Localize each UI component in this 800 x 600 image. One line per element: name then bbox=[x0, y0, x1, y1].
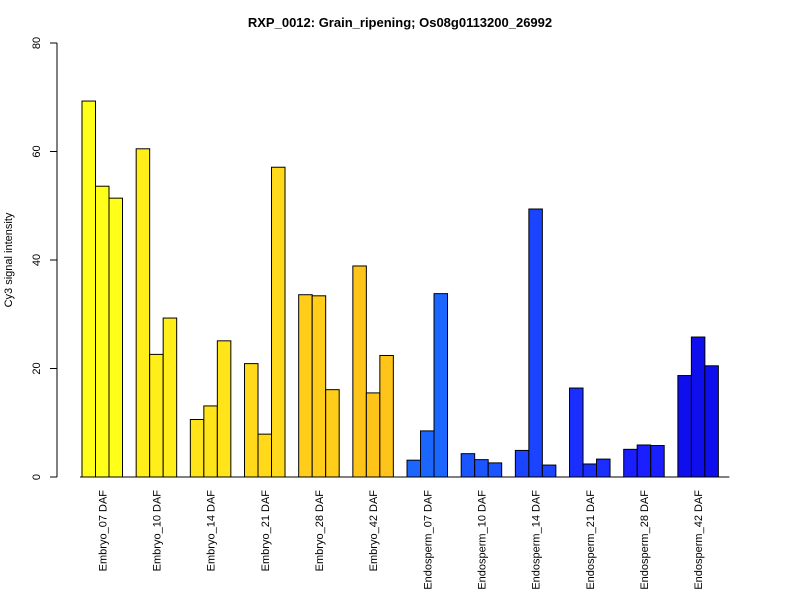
bar bbox=[528, 208, 543, 478]
bar bbox=[216, 340, 232, 478]
y-tick-label: 20 bbox=[31, 362, 43, 374]
bar bbox=[514, 449, 530, 478]
bar bbox=[311, 295, 327, 478]
bar bbox=[582, 463, 598, 478]
bar bbox=[541, 464, 557, 478]
bar bbox=[474, 459, 489, 478]
y-axis-label: Cy3 signal intensity bbox=[3, 212, 15, 307]
x-category-label: Embryo_07 DAF bbox=[97, 490, 109, 572]
x-category-label: Embryo_21 DAF bbox=[260, 490, 272, 572]
bar bbox=[487, 462, 503, 478]
bar bbox=[244, 363, 259, 478]
x-axis: Embryo_07 DAF Embryo_10 DAF Embryo_14 DAF E… bbox=[80, 476, 730, 590]
bar bbox=[203, 405, 218, 478]
bar bbox=[135, 148, 151, 478]
bar bbox=[189, 419, 205, 478]
bar bbox=[108, 197, 123, 478]
bar bbox=[81, 100, 96, 478]
x-category-label: Embryo_42 DAF bbox=[368, 490, 380, 572]
x-category-label: Endosperm_14 DAF bbox=[531, 490, 543, 590]
bar bbox=[298, 294, 313, 478]
x-category-label: Endosperm_21 DAF bbox=[585, 490, 597, 590]
bar bbox=[257, 433, 273, 478]
y-tick-label: 40 bbox=[31, 254, 43, 266]
bar bbox=[596, 458, 611, 478]
bar bbox=[460, 453, 476, 478]
bar bbox=[365, 392, 381, 478]
bar bbox=[149, 353, 164, 478]
bar bbox=[95, 185, 110, 478]
bar bbox=[650, 445, 665, 478]
bars-group bbox=[81, 100, 719, 478]
bar bbox=[406, 459, 422, 478]
bar bbox=[704, 365, 719, 478]
y-tick-label: 80 bbox=[31, 37, 43, 49]
y-axis: 0 20 40 60 80 bbox=[31, 37, 58, 480]
bar bbox=[162, 317, 178, 478]
x-category-label: Endosperm_07 DAF bbox=[422, 490, 434, 590]
x-category-label: Embryo_10 DAF bbox=[151, 490, 163, 572]
x-category-label: Embryo_28 DAF bbox=[314, 490, 326, 572]
x-category-label: Embryo_14 DAF bbox=[206, 490, 218, 572]
bar bbox=[325, 389, 340, 478]
bar bbox=[352, 265, 367, 478]
chart-title: RXP_0012: Grain_ripening; Os08g0113200_2… bbox=[248, 15, 552, 30]
y-tick-label: 60 bbox=[31, 145, 43, 157]
bar bbox=[636, 444, 652, 478]
bar bbox=[271, 166, 286, 478]
bar bbox=[379, 354, 394, 478]
bar bbox=[420, 430, 435, 478]
x-category-label: Endosperm_28 DAF bbox=[639, 490, 651, 590]
bar bbox=[677, 375, 692, 478]
bar bbox=[623, 448, 638, 478]
x-category-label: Endosperm_42 DAF bbox=[693, 490, 705, 590]
bar bbox=[690, 336, 706, 478]
bar bbox=[569, 387, 584, 478]
y-tick-label: 0 bbox=[31, 474, 43, 480]
bar bbox=[433, 293, 449, 478]
x-category-label: Endosperm_10 DAF bbox=[476, 490, 488, 590]
